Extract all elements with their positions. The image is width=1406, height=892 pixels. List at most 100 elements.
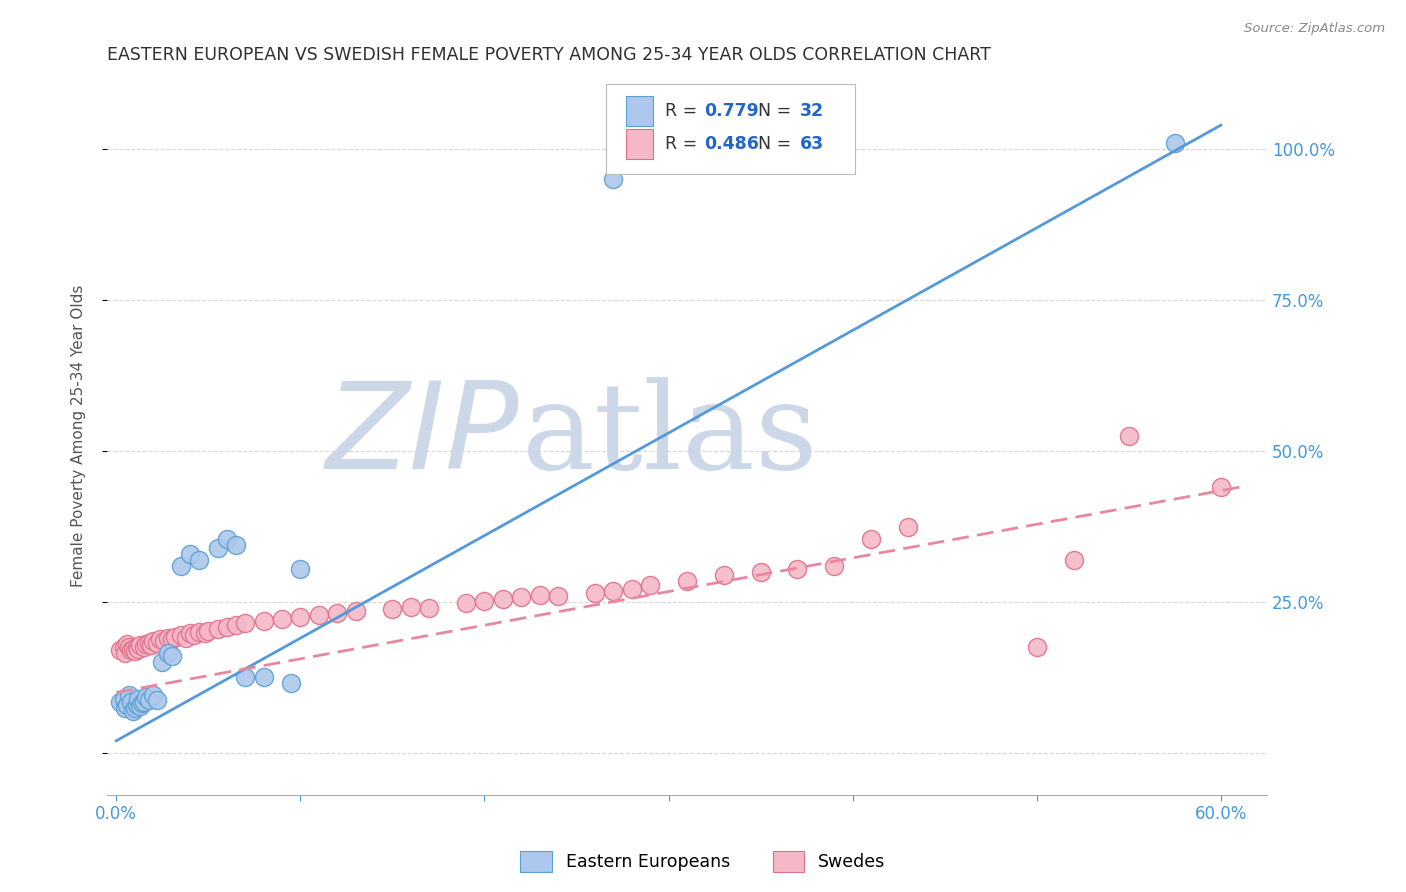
Point: [160, 649, 183, 664]
Point: [132, 694, 155, 708]
Point: [529, 588, 551, 602]
Point: [114, 700, 136, 714]
Point: [149, 632, 172, 647]
Text: N =: N =: [748, 135, 797, 153]
Text: 0.779: 0.779: [704, 102, 759, 120]
Point: [225, 538, 247, 552]
Point: [125, 640, 148, 655]
Point: [583, 586, 606, 600]
Point: [1063, 552, 1085, 566]
Point: [823, 558, 845, 573]
Point: [492, 591, 515, 606]
Point: [174, 631, 197, 645]
Point: [207, 622, 229, 636]
Point: [131, 696, 153, 710]
Point: [132, 640, 155, 655]
Point: [1118, 429, 1140, 443]
Point: [271, 612, 294, 626]
Point: [120, 643, 142, 657]
Point: [1209, 480, 1232, 494]
Point: [207, 541, 229, 555]
Point: [150, 655, 173, 669]
Point: [142, 634, 165, 648]
Point: [602, 172, 624, 186]
Y-axis label: Female Poverty Among 25-34 Year Olds: Female Poverty Among 25-34 Year Olds: [72, 285, 86, 587]
Point: [156, 631, 179, 645]
Point: [117, 698, 139, 712]
Point: [118, 689, 141, 703]
Point: [121, 642, 143, 657]
Point: [510, 590, 533, 604]
Point: [399, 599, 422, 614]
Point: [381, 602, 404, 616]
Legend: Eastern Europeans, Swedes: Eastern Europeans, Swedes: [513, 844, 893, 879]
Point: [125, 698, 148, 712]
Point: [638, 578, 661, 592]
Point: [188, 552, 211, 566]
Text: 32: 32: [800, 102, 824, 120]
Point: [127, 691, 149, 706]
Point: [290, 562, 312, 576]
Point: [129, 698, 152, 713]
Point: [233, 670, 256, 684]
Point: [280, 676, 302, 690]
Point: [252, 614, 274, 628]
Point: [676, 574, 699, 588]
Point: [112, 640, 135, 655]
Point: [146, 692, 169, 706]
Point: [215, 532, 238, 546]
Text: R =: R =: [665, 102, 703, 120]
Point: [1164, 136, 1187, 151]
Point: [156, 646, 179, 660]
Point: [197, 624, 219, 638]
Point: [786, 562, 808, 576]
FancyBboxPatch shape: [626, 128, 654, 159]
Text: EASTERN EUROPEAN VS SWEDISH FEMALE POVERTY AMONG 25-34 YEAR OLDS CORRELATION CHA: EASTERN EUROPEAN VS SWEDISH FEMALE POVER…: [107, 46, 991, 64]
Point: [124, 644, 146, 658]
Point: [135, 637, 157, 651]
Point: [474, 593, 496, 607]
Point: [118, 640, 141, 655]
Point: [108, 694, 131, 708]
Point: [124, 700, 146, 714]
Point: [179, 626, 201, 640]
Point: [713, 567, 735, 582]
Point: [188, 625, 211, 640]
Point: [183, 628, 205, 642]
Point: [620, 582, 643, 596]
Point: [215, 620, 238, 634]
Point: [897, 519, 920, 533]
Point: [142, 689, 165, 703]
Text: 63: 63: [800, 135, 824, 153]
Point: [749, 565, 772, 579]
Point: [1025, 640, 1047, 655]
FancyBboxPatch shape: [606, 84, 855, 174]
Point: [194, 626, 217, 640]
Point: [138, 692, 160, 706]
Point: [547, 589, 569, 603]
Text: 0.486: 0.486: [704, 135, 759, 153]
Point: [308, 608, 330, 623]
Point: [127, 642, 149, 657]
Point: [252, 670, 274, 684]
Point: [418, 601, 440, 615]
Point: [225, 618, 247, 632]
Point: [108, 643, 131, 657]
Point: [121, 704, 143, 718]
Point: [141, 639, 163, 653]
Point: [117, 637, 139, 651]
Point: [179, 547, 201, 561]
Text: N =: N =: [748, 102, 797, 120]
Point: [170, 628, 193, 642]
Text: atlas: atlas: [522, 377, 818, 494]
Point: [602, 584, 624, 599]
Point: [120, 694, 142, 708]
Point: [114, 646, 136, 660]
Point: [135, 690, 157, 705]
Point: [233, 616, 256, 631]
Point: [160, 632, 183, 647]
Point: [344, 604, 367, 618]
Text: Source: ZipAtlas.com: Source: ZipAtlas.com: [1244, 22, 1385, 36]
Text: R =: R =: [665, 135, 703, 153]
Text: ZIP: ZIP: [325, 377, 519, 494]
